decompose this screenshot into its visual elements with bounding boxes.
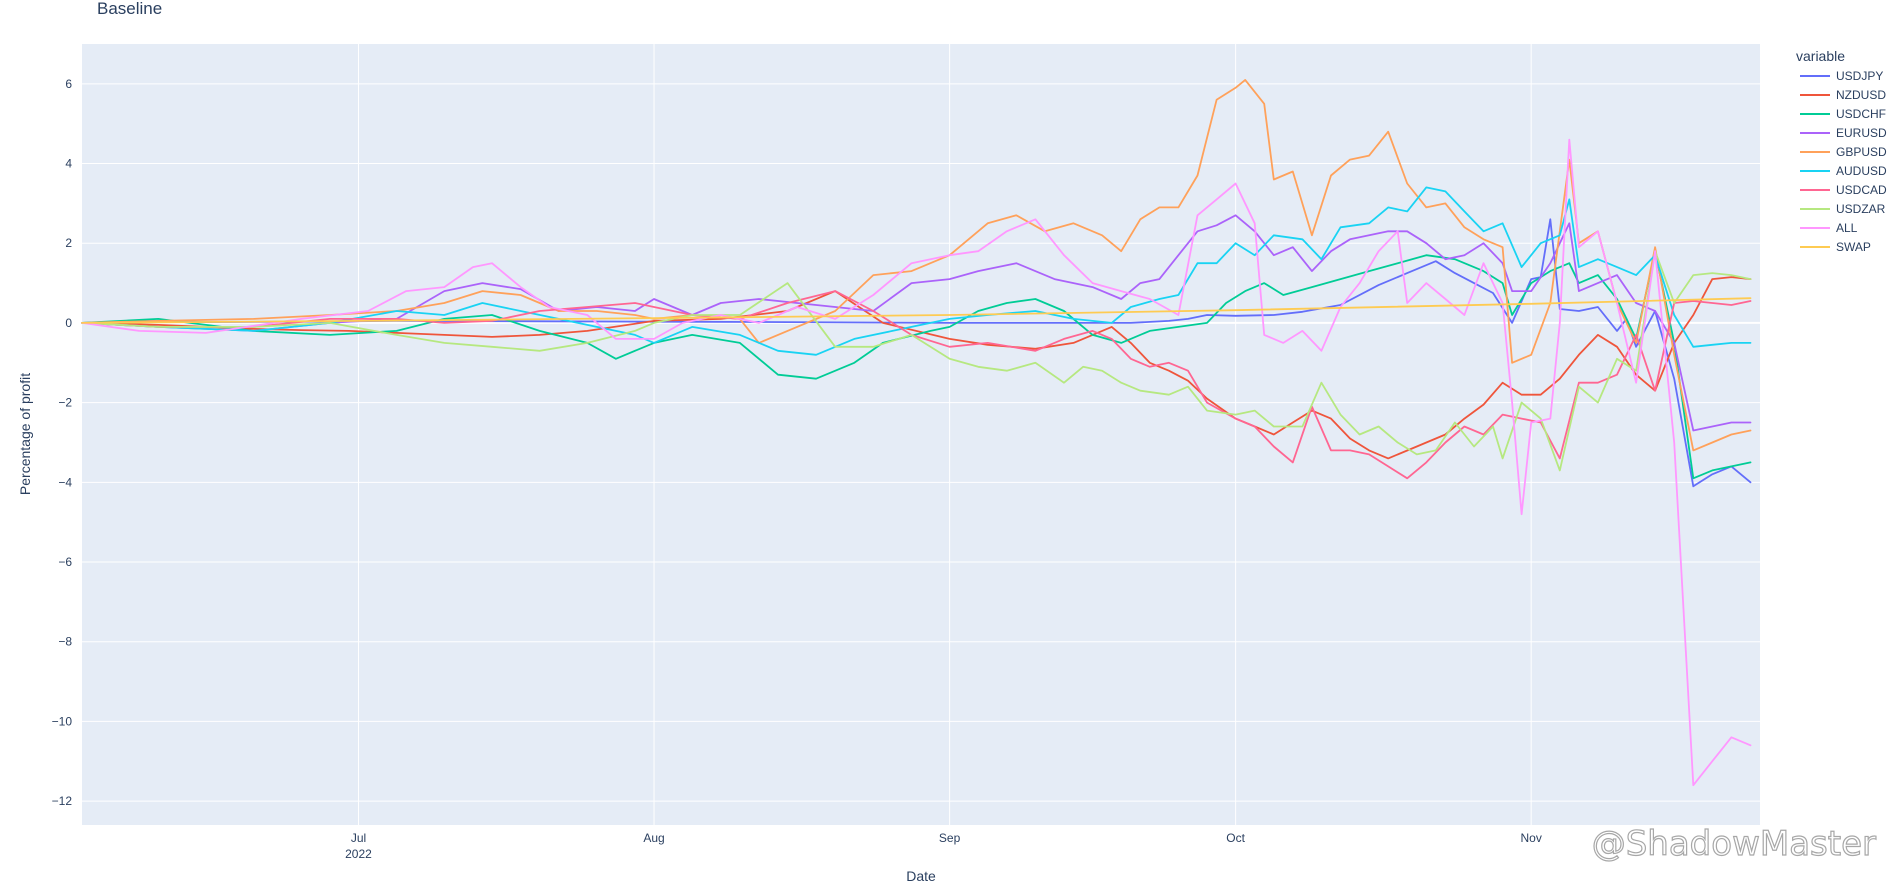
x-tick-label: Nov xyxy=(1521,831,1542,845)
chart-title: Baseline xyxy=(97,0,162,18)
series-line-usdchf xyxy=(81,250,1752,480)
y-tick-label: 2 xyxy=(65,236,72,250)
legend-label: NZDUSD xyxy=(1836,88,1886,102)
y-tick-label: 0 xyxy=(65,316,72,330)
y-tick-label: −8 xyxy=(58,635,72,649)
series-line-gbpusd xyxy=(81,79,1752,452)
legend-title: variable xyxy=(1796,48,1845,64)
x-axis: Jul 2022 Aug Sep Oct Nov xyxy=(345,831,1542,861)
x-tick-sublabel: 2022 xyxy=(345,847,372,861)
legend-label: AUDUSD xyxy=(1836,164,1887,178)
gridlines xyxy=(82,44,1760,825)
y-axis-title: Percentage of profit xyxy=(17,373,33,495)
y-tick-label: 4 xyxy=(65,157,72,171)
y-tick-label: −10 xyxy=(52,714,73,728)
legend-label: USDCAD xyxy=(1836,183,1887,197)
legend-item-usdchf[interactable]: USDCHF xyxy=(1800,107,1886,121)
legend-label: USDZAR xyxy=(1836,202,1886,216)
legend-item-usdcad[interactable]: USDCAD xyxy=(1800,183,1887,197)
series-line-usdcad xyxy=(81,290,1752,480)
legend-label: SWAP xyxy=(1836,240,1871,254)
x-axis-title: Date xyxy=(906,868,936,884)
y-tick-label: −6 xyxy=(58,555,72,569)
legend-item-usdzar[interactable]: USDZAR xyxy=(1800,202,1886,216)
legend-label: USDCHF xyxy=(1836,107,1886,121)
legend-item-all[interactable]: ALL xyxy=(1800,221,1858,235)
plot-area xyxy=(82,44,1760,825)
legend-label: ALL xyxy=(1836,221,1858,235)
series-lines xyxy=(81,79,1752,787)
watermark: @ShadowMaster xyxy=(1592,824,1876,864)
series-line-eurusd xyxy=(81,214,1752,432)
legend-item-nzdusd[interactable]: NZDUSD xyxy=(1800,88,1886,102)
legend-label: GBPUSD xyxy=(1836,145,1887,159)
legend-label: USDJPY xyxy=(1836,69,1883,83)
series-line-swap xyxy=(81,297,1752,324)
x-tick-label: Sep xyxy=(939,831,961,845)
y-tick-label: −4 xyxy=(58,475,72,489)
legend[interactable]: variable USDJPY NZDUSD USDCHF EURUSD GBPUSD A… xyxy=(1796,48,1887,254)
series-line-usdzar xyxy=(81,250,1752,472)
y-axis: 6 4 2 0 −2 −4 −6 −8 −10 −12 xyxy=(52,77,73,808)
legend-item-swap[interactable]: SWAP xyxy=(1800,240,1871,254)
x-tick-label: Oct xyxy=(1226,831,1245,845)
y-tick-label: 6 xyxy=(65,77,72,91)
legend-item-audusd[interactable]: AUDUSD xyxy=(1800,164,1887,178)
legend-item-gbpusd[interactable]: GBPUSD xyxy=(1800,145,1887,159)
legend-label: EURUSD xyxy=(1836,126,1887,140)
y-tick-label: −2 xyxy=(58,396,72,410)
x-tick-label: Aug xyxy=(643,831,664,845)
x-tick-label: Jul xyxy=(351,831,366,845)
legend-item-eurusd[interactable]: EURUSD xyxy=(1800,126,1887,140)
y-tick-label: −12 xyxy=(52,794,73,808)
series-line-all xyxy=(81,138,1752,787)
legend-item-usdjpy[interactable]: USDJPY xyxy=(1800,69,1883,83)
